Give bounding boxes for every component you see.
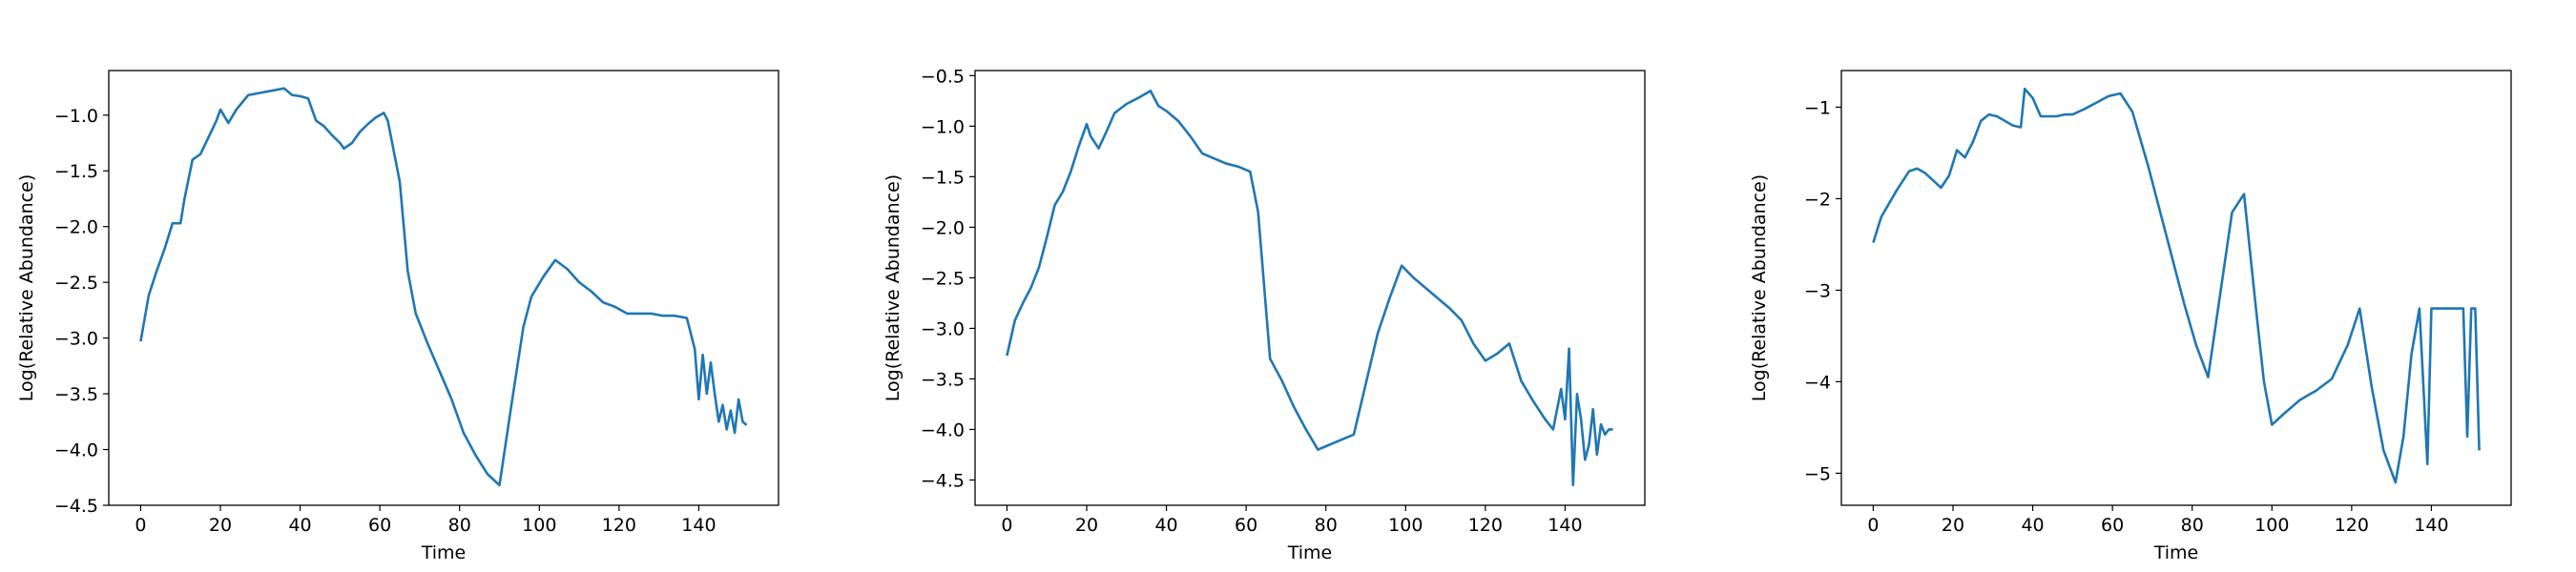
y-tick-label: −5 [1804,463,1831,484]
x-tick-label: 120 [2335,515,2369,536]
x-tick-label: 20 [209,515,232,536]
x-tick-label: 80 [2181,515,2204,536]
subplot-3: 0 20 40 60 80 100 120 140 −5 −4 −3 −2 −1 Time Log(Rela… [1749,70,2512,563]
x-tick-label: 120 [1468,515,1503,536]
x-tick-label: 60 [2101,515,2124,536]
x-axis-label: Time [2153,542,2199,563]
y-tick-label: −3.5 [921,369,965,390]
x-tick-label: 60 [1235,515,1257,536]
subplot-2: 0 20 40 60 80 100 120 140 −4.5 −4.0 −3.5 −3.0 −2.5 −2… [883,66,1646,563]
axes-frame [108,70,779,506]
series-line-1 [1006,89,1613,487]
x-tick-label: 20 [1942,515,1964,536]
x-tick-label: 140 [2414,515,2448,536]
y-tick-label: −4.5 [921,470,965,491]
y-tick-label: −3.5 [54,384,98,405]
y-axis-label: Log(Relative Abundance) [1749,174,1770,401]
y-tick-label: −3.0 [54,329,98,350]
y-tick-label: −2.5 [54,273,98,294]
y-tick-label: −4.0 [54,440,98,461]
y-tick-label: −2.0 [921,217,965,238]
y-tick-label: −2.5 [921,268,965,289]
y-tick-label: −2.0 [54,217,98,238]
x-tick-label: 140 [1548,515,1582,536]
x-tick-label: 0 [1001,515,1012,536]
x-tick-label: 120 [602,515,636,536]
subplot-1: 0 20 40 60 80 100 120 140 −4.5 −4.0 −3.5 −3.0 −2.5 −2… [16,70,779,563]
x-axis-label: Time [1287,542,1333,563]
x-tick-label: 100 [1388,515,1423,536]
y-tick-label: −1 [1804,97,1831,118]
x-axis-label: Time [421,542,467,563]
y-tick-label: −0.5 [921,66,965,87]
series-line-1 [139,87,748,487]
y-tick-label: −3.0 [921,318,965,339]
x-tick-label: 80 [448,515,471,536]
y-tick-label: −1.0 [921,116,965,137]
y-tick-label: −1.5 [54,161,98,182]
axes-frame [1840,70,2512,506]
x-tick-label: 60 [368,515,391,536]
y-tick-label: −4 [1804,372,1831,393]
x-tick-label: 100 [522,515,556,536]
x-tick-label: 40 [1154,515,1177,536]
series-line-1 [1872,87,2481,484]
x-tick-label: 100 [2254,515,2289,536]
y-tick-label: −1.5 [921,167,965,188]
x-tick-label: 20 [1075,515,1098,536]
x-tick-label: 40 [2021,515,2044,536]
axes-frame [974,70,1646,506]
x-tick-label: 0 [1867,515,1879,536]
y-tick-label: −4.5 [54,496,98,517]
y-tick-label: −4.0 [921,419,965,440]
x-tick-label: 140 [681,515,716,536]
x-tick-label: 80 [1315,515,1338,536]
x-tick-label: 0 [135,515,146,536]
y-axis-label: Log(Relative Abundance) [883,174,904,401]
x-tick-label: 40 [288,515,311,536]
y-tick-label: −2 [1804,189,1831,210]
y-tick-label: −1.0 [54,106,98,127]
y-axis-label: Log(Relative Abundance) [16,174,37,401]
y-tick-label: −3 [1804,280,1831,301]
